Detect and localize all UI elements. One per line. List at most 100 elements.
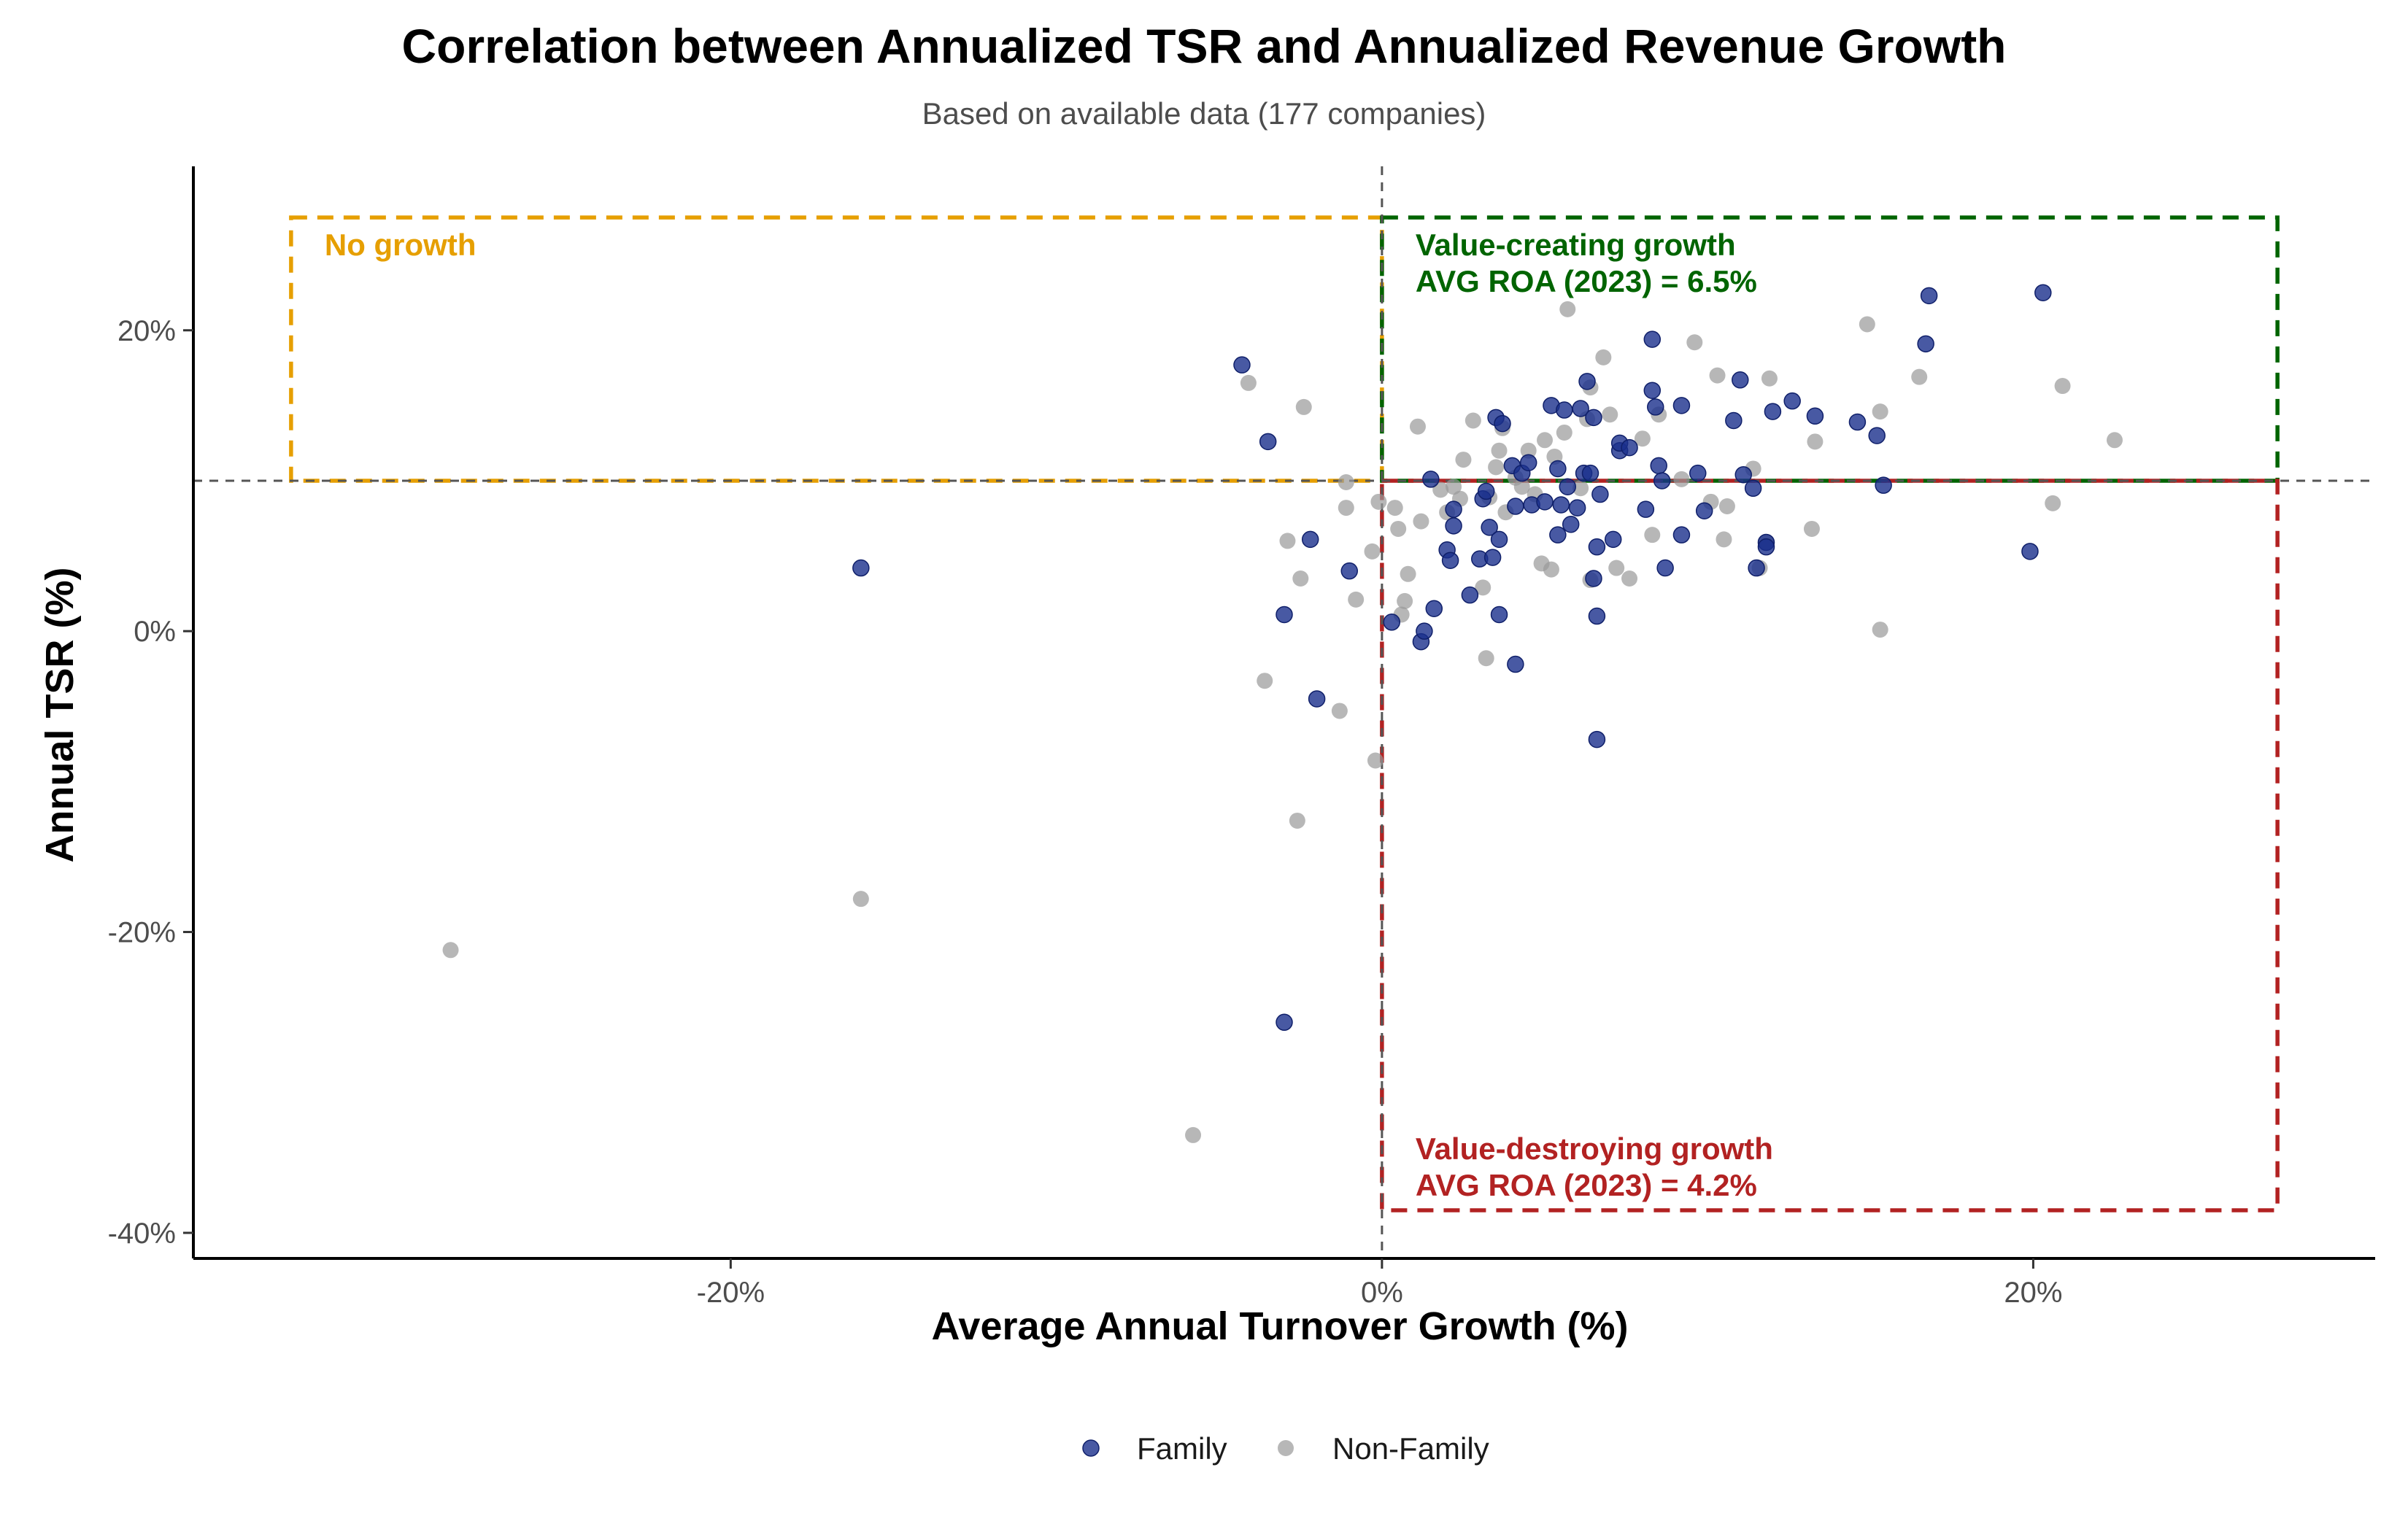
non-family-point [1543, 561, 1559, 578]
family-point [1259, 433, 1277, 451]
family-point [1559, 478, 1577, 495]
non-family-point [1872, 622, 1888, 638]
non-family-point [1488, 459, 1505, 476]
non-family-point [1673, 471, 1690, 487]
family-point [1764, 403, 1782, 420]
non-family-point [1364, 543, 1381, 560]
non-family-point [1295, 398, 1312, 415]
non-family-point [1455, 452, 1472, 468]
non-family-point [1185, 1126, 1202, 1143]
family-point [1650, 457, 1667, 475]
family-point [1588, 538, 1606, 556]
non-family-point [442, 942, 459, 959]
family-point [1734, 465, 1752, 484]
non-family-point [2106, 432, 2123, 449]
family-point [1477, 482, 1495, 500]
family-point [1581, 464, 1599, 482]
non-family-point [1716, 531, 1732, 548]
family-point [1868, 427, 1886, 444]
non-family-point [1475, 579, 1492, 596]
non-family-point [1386, 500, 1403, 517]
non-family-point [852, 891, 869, 908]
family-point [1748, 559, 1765, 577]
family-point [1441, 552, 1459, 569]
non-family-point [1872, 403, 1888, 420]
y-axis-title: Annual TSR (%) [38, 568, 82, 863]
non-family-point [1559, 301, 1576, 317]
family-point [1276, 1013, 1293, 1032]
non-family-point [1331, 703, 1348, 719]
non-family-point [1400, 565, 1416, 582]
non-family-point [1537, 432, 1554, 449]
family-point [1643, 330, 1662, 348]
family-point [1445, 500, 1462, 518]
family-point [1425, 600, 1443, 617]
family-point [1591, 485, 1609, 503]
family-point [1572, 400, 1589, 417]
family-point [1875, 476, 1892, 494]
family-point [1585, 570, 1602, 587]
region-label-value-creating: AVG ROA (2023) = 6.5% [1416, 264, 1757, 298]
family-point [1672, 397, 1691, 414]
y-tick-label: -40% [108, 1218, 176, 1250]
family-point [1725, 411, 1743, 430]
non-family-point [1240, 374, 1257, 391]
family-point [1848, 413, 1867, 431]
legend-key-non-family [1278, 1440, 1294, 1456]
non-family-point [1279, 533, 1296, 549]
quadrant-regions [289, 215, 2280, 1212]
family-point [1490, 606, 1508, 624]
family-point [1689, 464, 1707, 482]
region-label-value-creating: Value-creating growth [1416, 228, 1736, 262]
y-tick-label: 20% [117, 315, 176, 347]
legend: Family Non-Family [1082, 1431, 1489, 1466]
family-point [1656, 559, 1674, 577]
non-family-point [1338, 474, 1354, 491]
family-point [1416, 622, 1433, 640]
family-point [1588, 730, 1606, 748]
family-point [1507, 655, 1524, 673]
non-family-point [1807, 433, 1824, 450]
legend-label-non-family: Non-Family [1332, 1431, 1489, 1466]
non-family-point [1390, 520, 1407, 537]
family-point [1744, 479, 1762, 498]
y-tick-label: -20% [108, 917, 176, 949]
family-point [1783, 392, 1801, 410]
family-point [1621, 438, 1638, 457]
family-point [1643, 382, 1662, 399]
family-point [1585, 409, 1602, 427]
family-point [1490, 530, 1508, 549]
axes: -20% 0% 20% -40% -20% 0% 20% [108, 166, 2375, 1309]
family-point [1552, 496, 1570, 514]
family-point [1481, 519, 1498, 536]
family-point [1672, 526, 1691, 543]
non-family-point [1718, 498, 1735, 515]
family-point [1556, 401, 1573, 419]
non-family-point [1513, 479, 1530, 495]
non-family-point [1859, 316, 1875, 333]
chart-title: Correlation between Annualized TSR and A… [401, 19, 2006, 73]
family-point [1483, 549, 1502, 566]
non-family-point [1397, 592, 1413, 609]
non-family-point [1572, 480, 1589, 497]
non-family-point [1257, 673, 1273, 689]
non-family-point [1409, 418, 1426, 435]
region-label-no-growth: No growth [325, 228, 476, 262]
chart-subtitle: Based on available data (177 companies) [922, 96, 1486, 131]
family-point [1549, 526, 1567, 543]
family-point [1920, 287, 1938, 305]
family-point [1519, 454, 1537, 471]
family-point [1653, 472, 1671, 490]
non-family-point [1446, 479, 1462, 495]
region-value-destroying [1380, 479, 2280, 1212]
family-point [1383, 614, 1401, 631]
family-point [1445, 517, 1462, 535]
non-family-point [1709, 367, 1726, 384]
family-point [1301, 530, 1319, 549]
non-family-point [1478, 650, 1494, 667]
non-family-point [1367, 752, 1384, 769]
family-point [1536, 493, 1554, 511]
legend-label-family: Family [1137, 1431, 1227, 1466]
family-point [1494, 414, 1511, 433]
